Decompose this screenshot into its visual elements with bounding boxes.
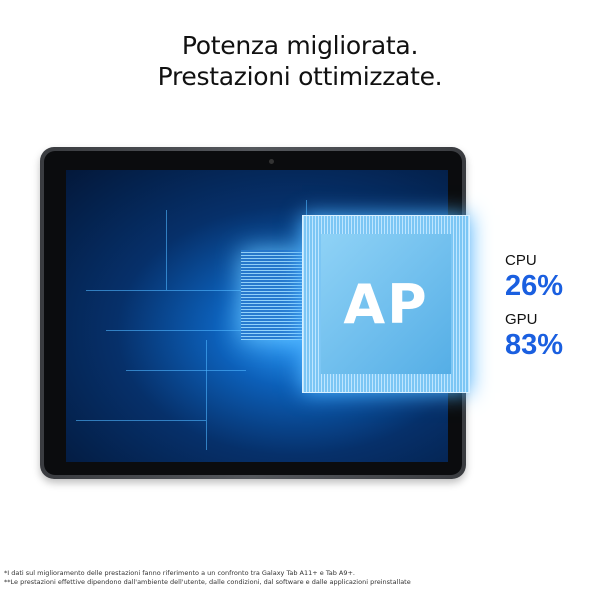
footnote-1: *I dati sul miglioramento delle prestazi…	[4, 569, 355, 577]
cpu-value: 26%	[505, 270, 564, 302]
gpu-label: GPU	[505, 311, 538, 328]
headline: Potenza migliorata. Prestazioni ottimizz…	[0, 30, 600, 92]
headline-line-1: Potenza migliorata.	[181, 31, 419, 60]
footnotes: *I dati sul miglioramento delle prestazi…	[4, 569, 411, 587]
gpu-value: 83%	[505, 329, 564, 361]
footnote-2: **Le prestazioni effettive dipendono dal…	[4, 578, 411, 586]
circuit-chip-graphic	[241, 250, 311, 340]
ap-chip-graphic: AP	[302, 215, 470, 393]
cpu-label: CPU	[505, 252, 537, 269]
ap-chip-label: AP	[321, 234, 451, 374]
camera-icon	[269, 159, 274, 164]
performance-stats: CPU 26% GPU 83%	[505, 252, 563, 370]
headline-line-2: Prestazioni ottimizzate.	[157, 62, 443, 91]
